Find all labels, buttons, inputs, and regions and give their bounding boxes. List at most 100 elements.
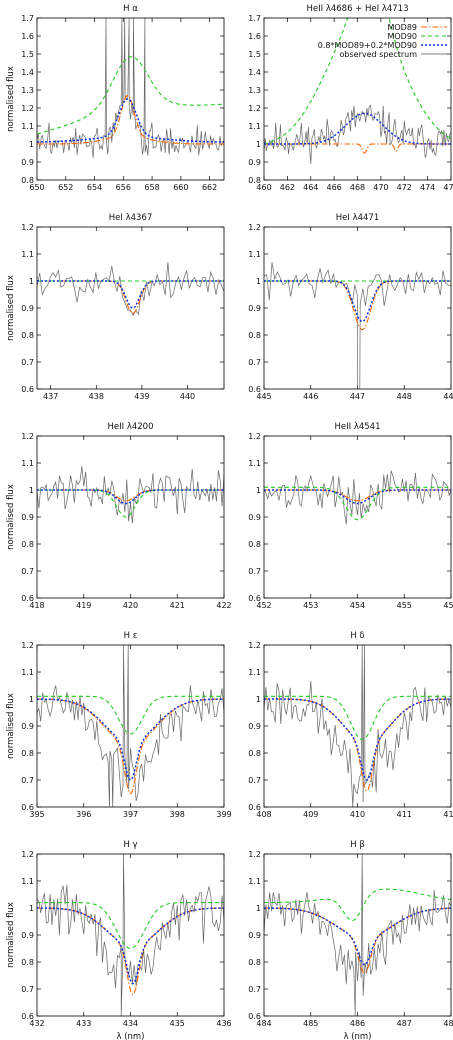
y-tick-label: 0.8 — [21, 176, 34, 185]
panel-9: H γ 0.6 0.7 0.8 0.9 1 1.1 1.2 432 433 434 435 436 nor… — [6, 840, 232, 1040]
series-observed-spectrum — [37, 854, 224, 1016]
x-tick-label: 422 — [216, 601, 231, 610]
x-tick-label: 485 — [303, 1019, 318, 1028]
series-mod89 — [37, 907, 224, 996]
x-tick-label: 395 — [29, 810, 44, 819]
series-observed-spectrum — [264, 262, 451, 389]
y-tick-label: 1.6 — [21, 32, 34, 41]
series-observed-spectrum — [37, 645, 224, 807]
plot-frame — [36, 644, 225, 808]
panel-2: HeII λ4686 + HeI λ4713 0.8 0.9 1 1.1 1.2 1.3 1.… — [248, 4, 453, 192]
series-0-8-mod89-0-2-mod90 — [264, 280, 451, 323]
y-tick-label: 1 — [256, 904, 261, 913]
panel-6: HeII λ4541 0.6 0.7 0.8 0.9 1 1.1 1.2 452 453 454 45… — [248, 422, 453, 610]
y-tick-label: 1.4 — [248, 68, 261, 77]
y-axis-label: normalised flux — [6, 275, 16, 341]
plot-frame — [263, 226, 452, 390]
y-tick-label: 0.8 — [21, 958, 34, 967]
y-tick-label: 0.6 — [248, 594, 261, 603]
y-tick-label: 1.2 — [248, 104, 261, 113]
y-tick-label: 1.2 — [21, 641, 34, 650]
y-tick-label: 0.6 — [21, 1012, 34, 1021]
y-tick-label: 0.9 — [21, 513, 34, 522]
y-tick-label: 1.2 — [21, 223, 34, 232]
x-tick-label: 411 — [397, 810, 412, 819]
series-mod89 — [264, 907, 451, 974]
series-observed-spectrum — [37, 466, 224, 524]
series-observed-spectrum — [264, 470, 451, 525]
x-tick-label: 448 — [397, 392, 412, 401]
plot-frame — [263, 644, 452, 808]
y-tick-label: 0.7 — [248, 358, 261, 367]
y-axis-label: normalised flux — [6, 484, 16, 550]
y-tick-label: 0.8 — [21, 749, 34, 758]
y-tick-label: 1 — [29, 140, 34, 149]
panel-title: HeII λ4686 + HeI λ4713 — [306, 4, 408, 14]
y-tick-label: 1.2 — [248, 641, 261, 650]
x-tick-label: 456 — [443, 601, 453, 610]
y-tick-label: 1.2 — [248, 223, 261, 232]
panel-5: HeII λ4200 0.6 0.7 0.8 0.9 1 1.1 1.2 418 419 420 42… — [6, 422, 232, 610]
y-tick-label: 0.6 — [21, 594, 34, 603]
panel-4: HeI λ4471 0.6 0.7 0.8 0.9 1 1.1 1.2 445 446 447 448… — [248, 213, 453, 401]
y-tick-label: 0.9 — [248, 931, 261, 940]
plot-frame — [263, 17, 452, 181]
y-tick-label: 0.8 — [248, 540, 261, 549]
y-tick-label: 0.7 — [248, 985, 261, 994]
x-tick-label: 470 — [373, 183, 388, 192]
y-tick-label: 0.7 — [21, 567, 34, 576]
panel-title: HeII λ4541 — [335, 422, 381, 432]
y-tick-label: 1 — [256, 486, 261, 495]
x-tick-label: 408 — [256, 810, 271, 819]
panel-1: H α 0.8 0.9 1 1.1 1.2 1.3 1.4 1.5 1.6 1.7 650 652 654… — [6, 4, 225, 192]
y-tick-label: 1.1 — [248, 250, 261, 259]
panel-10: H β 0.6 0.7 0.8 0.9 1 1.1 1.2 484 485 486 487 488 λ (… — [248, 840, 453, 1040]
panel-title: H γ — [123, 840, 137, 850]
y-tick-label: 1 — [29, 695, 34, 704]
x-tick-label: 439 — [134, 392, 149, 401]
x-tick-label: 654 — [87, 183, 102, 192]
series-group — [264, 18, 451, 165]
x-tick-label: 453 — [303, 601, 318, 610]
x-tick-label: 409 — [303, 810, 318, 819]
series-0-8-mod89-0-2-mod90 — [37, 907, 224, 985]
y-tick-label: 0.7 — [21, 776, 34, 785]
series-0-8-mod89-0-2-mod90 — [37, 489, 224, 505]
y-tick-label: 1 — [29, 904, 34, 913]
series-mod90 — [37, 902, 224, 950]
y-tick-label: 1.5 — [21, 50, 34, 59]
y-tick-label: 0.7 — [21, 358, 34, 367]
series-group — [37, 18, 224, 158]
y-tick-label: 0.9 — [248, 158, 261, 167]
panel-title: HeI λ4471 — [336, 213, 380, 223]
series-group — [264, 645, 451, 807]
series-0-8-mod89-0-2-mod90 — [264, 698, 451, 781]
series-group — [37, 854, 224, 1016]
plot-frame — [36, 17, 225, 181]
y-tick-label: 1 — [256, 695, 261, 704]
series-group — [264, 470, 451, 525]
series-group — [37, 466, 224, 524]
y-tick-label: 0.7 — [21, 985, 34, 994]
x-tick-label: 466 — [326, 183, 341, 192]
plot-frame — [36, 853, 225, 1017]
y-tick-label: 1.2 — [21, 432, 34, 441]
x-tick-label: 397 — [123, 810, 138, 819]
y-tick-label: 1 — [29, 277, 34, 286]
y-axis-label: normalised flux — [6, 66, 16, 132]
x-tick-label: 455 — [397, 601, 412, 610]
x-axis-label: λ (nm) — [343, 1032, 371, 1040]
x-tick-label: 454 — [350, 601, 365, 610]
series-observed-spectrum — [264, 645, 451, 807]
x-tick-label: 472 — [397, 183, 412, 192]
y-tick-label: 1.2 — [21, 104, 34, 113]
x-tick-label: 437 — [43, 392, 58, 401]
x-tick-label: 421 — [170, 601, 185, 610]
y-tick-label: 0.9 — [21, 722, 34, 731]
legend-label: 0.8*MOD89+0.2*MOD90 — [318, 41, 417, 50]
y-tick-label: 1.1 — [21, 668, 34, 677]
panel-title: H β — [350, 840, 365, 850]
y-axis-label: normalised flux — [6, 693, 16, 759]
y-tick-label: 0.9 — [21, 158, 34, 167]
